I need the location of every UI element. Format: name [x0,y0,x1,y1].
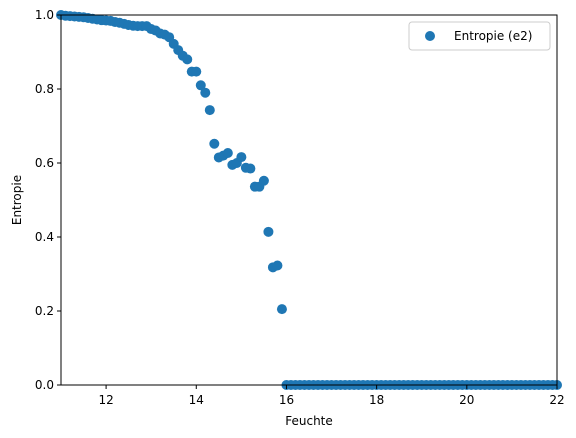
x-tick-label: 22 [549,393,564,407]
data-point [200,87,211,98]
data-point [263,226,274,237]
x-tick-label: 14 [189,393,204,407]
x-tick-label: 12 [98,393,113,407]
y-tick-label: 0.4 [35,230,54,244]
data-point [209,138,220,149]
data-point [182,54,193,65]
legend-marker [425,31,435,41]
y-axis-label: Entropie [10,175,24,225]
data-point [222,148,233,159]
data-point [195,80,206,91]
data-point [191,66,202,77]
legend-box [408,21,551,51]
data-point [276,304,287,315]
plot-area-frame [60,14,558,386]
x-tick-label: 18 [369,393,384,407]
data-point [245,163,256,174]
legend: Entropie (e2) [408,21,551,51]
x-tick-label: 16 [279,393,294,407]
data-point [258,175,269,186]
x-axis-label: Feuchte [285,414,333,428]
y-tick-label: 0.6 [35,156,54,170]
y-tick-label: 0.2 [35,304,54,318]
scatter-points [56,10,562,390]
legend-label: Entropie (e2) [454,29,532,43]
y-axis-ticks: 0.0 0.2 0.4 0.6 0.8 1.0 [35,8,61,392]
y-tick-label: 0.0 [35,378,54,392]
data-point [236,152,247,163]
data-point [272,260,283,271]
data-point [204,105,215,116]
x-tick-label: 20 [459,393,474,407]
y-tick-label: 1.0 [35,8,54,22]
x-axis-ticks: 12 14 16 18 20 22 [98,385,565,407]
y-tick-label: 0.8 [35,82,54,96]
